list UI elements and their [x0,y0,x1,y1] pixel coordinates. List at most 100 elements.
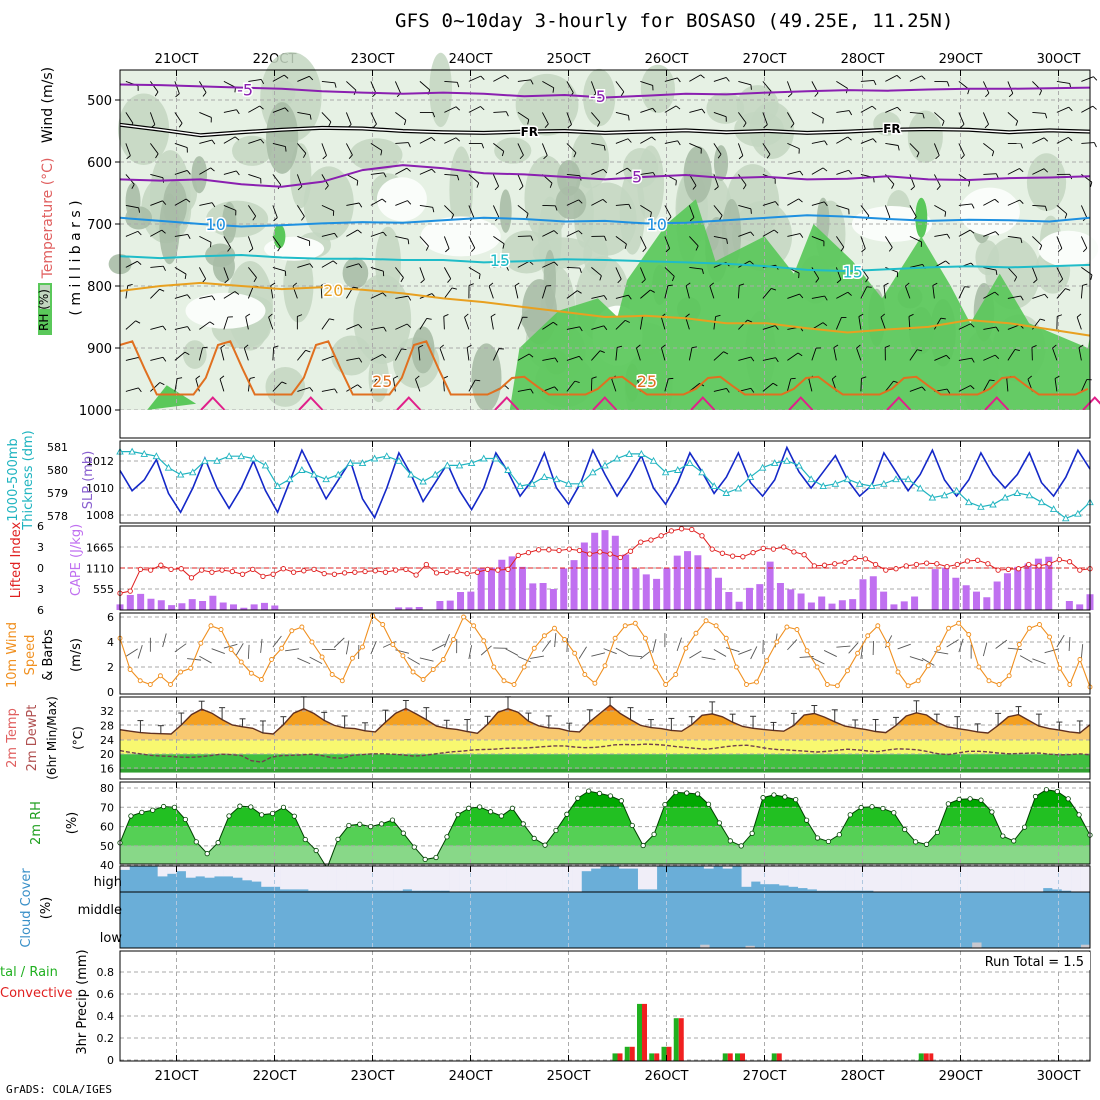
rh-marker [280,804,287,810]
wind-barb [615,203,629,206]
high-cloud-gap [421,866,432,891]
wind-barb-flag [138,207,141,213]
wind-barb-flag [921,386,926,391]
lifted-index-marker [413,572,419,578]
wind-speed-marker [1006,673,1012,679]
wind-barb [932,285,935,299]
wind-barb [615,167,628,175]
wind-barb [150,288,160,299]
wind-barb [983,291,995,299]
rh-tick-label: 80 [100,782,114,795]
rh-marker [869,804,875,810]
wind-barb [395,295,409,299]
wind-barb [333,637,345,648]
lifted-index-marker [975,557,981,563]
wind-barb-flag [1044,293,1049,299]
lifted-index-marker [331,571,338,577]
wind-barb [578,646,587,659]
wind-barb-flag [960,154,965,160]
wind-barb-flag [1020,143,1024,149]
precip-convective-bar [727,1053,733,1061]
rh-marker [902,826,908,833]
wind-barb-flag [184,273,187,280]
wind-barb [345,112,352,125]
lifted-index-marker [178,566,184,572]
wind-barb-flag [775,357,779,363]
wind-barb [517,174,524,187]
wind-barb-flag [490,313,496,317]
wind-barb [885,380,894,392]
thickness-marker [140,449,149,457]
wind-barb [909,205,917,217]
wind-barb [137,645,143,659]
cloud-tick-label: high [94,875,122,890]
wind-barb [591,267,602,277]
lifted-index-marker [576,547,583,554]
wind-barb [345,143,353,156]
x-tick-label-top: 27OCT [743,52,787,67]
lifted-index-marker [270,571,276,577]
isotherm-30 [984,396,1010,411]
wind-barb [1056,288,1066,299]
wind-barb [1056,80,1070,84]
thickness-marker [188,468,197,476]
wind-barb [395,323,408,330]
lifted-index-marker [290,569,297,575]
wind-barb-flag [283,74,289,79]
wind-barb-flag [358,324,363,329]
rh-marker [302,836,308,843]
cape-bar [508,556,516,610]
wind-barb [493,143,505,152]
high-cloud-gap [534,866,545,892]
wind-barb [811,235,825,242]
high-cloud-gap [468,866,479,892]
wind-barb-flag [994,291,999,296]
wind-barb-flag [921,75,926,80]
high-cloud-gap [1080,866,1091,892]
minmax-bars [137,696,1083,734]
high-cloud-gap [581,866,592,872]
rh-marker [1011,838,1017,844]
rh-patch [640,64,676,114]
wind-barb-flag [131,184,135,189]
y-tick-label: 900 [87,342,112,357]
rh-patch [734,111,784,147]
rh-marker [651,831,657,837]
wind-barb [664,267,675,277]
rh-marker [749,830,755,836]
high-cloud-gap [562,866,573,892]
wind-barb-flag [478,273,481,279]
x-tick-label-bottom: 24OCT [449,1069,493,1084]
wind-barb-flag [455,137,461,142]
wind-barb-flag [822,118,824,124]
cape-bar [1003,573,1011,610]
precip-total-bar [612,1053,618,1061]
lifted-index-marker [260,573,266,580]
wind-barb-flag [685,282,691,287]
rh-marker [400,830,406,836]
wind-barb [885,106,898,113]
temp-axis-label: (°C) [71,726,85,750]
temperature-line [119,704,1091,735]
wind-barb [660,316,666,330]
wind-barb-flag [268,313,273,318]
wind-barb-flag [946,355,951,360]
high-cloud-gap [863,866,874,891]
wind-barb [982,81,990,94]
wind-barb [905,286,911,299]
wind-barb-flag [873,80,877,86]
wind-barb-flag [945,260,950,265]
wind-barb-flag [1020,295,1024,301]
wind-barb-flag [603,236,607,241]
low-cloud-gap [700,944,710,948]
wind-barb [725,647,740,653]
isotherm-line [119,83,1091,99]
high-cloud-gap [741,866,752,887]
cape-bar [518,566,526,610]
panel-frame [119,865,1091,949]
cape-bar [1076,604,1084,610]
rh-marker [455,812,461,818]
thickness-marker [395,456,403,464]
wind-barb [198,347,203,361]
lifted-index-marker [638,539,644,545]
